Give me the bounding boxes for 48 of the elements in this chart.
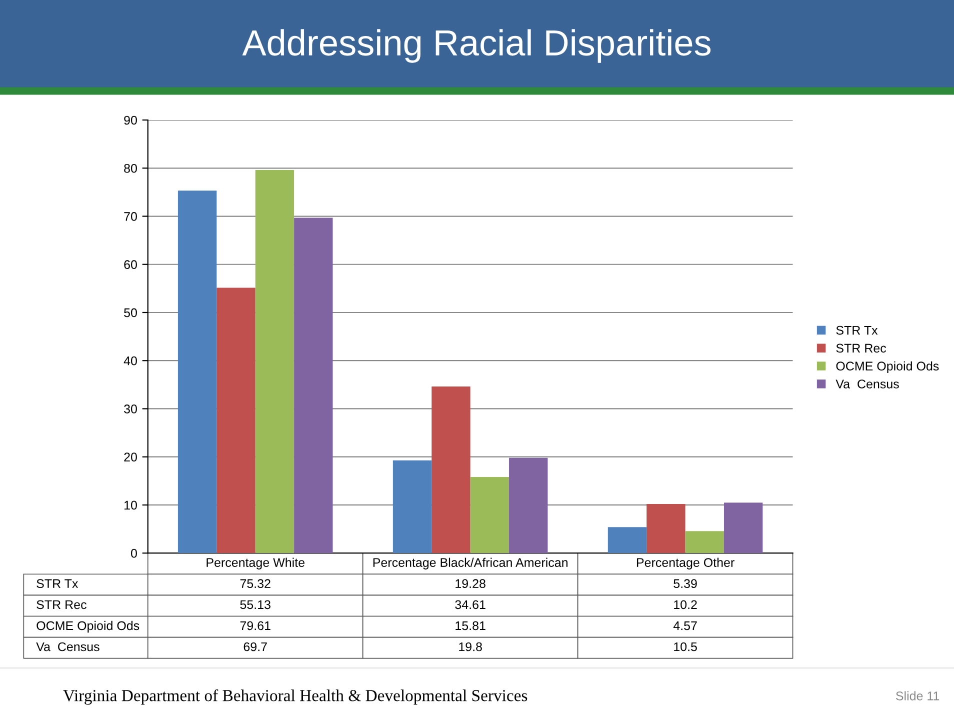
text: OCME Opioid Ods <box>36 620 140 633</box>
bar <box>255 170 294 554</box>
data-label: 4.57 <box>673 621 697 630</box>
data-label: 19.8 <box>459 642 482 652</box>
data-label: 75.32 <box>240 579 270 588</box>
x-tick-label: Percentage Other <box>636 558 734 570</box>
bar <box>216 288 256 554</box>
chart-title: Addressing Racial Disparities <box>242 29 711 63</box>
bar <box>294 218 333 554</box>
bar <box>392 460 432 554</box>
y-tick-label: 70 <box>124 212 137 221</box>
data-label: 79.61 <box>240 621 270 630</box>
text: Slide 11 <box>896 691 940 700</box>
data-label: 55.13 <box>240 600 270 610</box>
text: Virginia Department of Behavioral Health & Developmental Services <box>63 689 528 705</box>
bar <box>685 531 724 554</box>
data-label: 10.5 <box>674 642 697 652</box>
y-tick-label: 80 <box>124 164 137 173</box>
y-tick-label: 50 <box>124 308 137 318</box>
bar <box>470 477 510 554</box>
data-label: 15.81 <box>456 621 486 630</box>
bar <box>724 502 763 554</box>
x-tick-label: Percentage White <box>206 558 304 570</box>
y-tick-label: 10 <box>124 500 137 510</box>
bar <box>646 504 686 554</box>
legend-label: STR Rec <box>836 344 886 353</box>
y-tick-label: 60 <box>124 260 137 270</box>
data-label: 5.39 <box>674 579 697 588</box>
bar <box>432 386 470 554</box>
legend-label: OCME Opioid Ods <box>836 361 939 373</box>
y-tick-label: 20 <box>124 452 137 462</box>
y-tick-label: 0 <box>130 548 137 558</box>
bar <box>509 458 548 554</box>
data-label: 34.61 <box>455 600 486 610</box>
data-label: 69.7 <box>244 642 267 652</box>
legend-label: Va Census <box>836 380 899 388</box>
y-tick-label: 30 <box>124 404 137 414</box>
y-tick-label: 40 <box>124 356 137 366</box>
y-tick-label: 90 <box>124 116 137 125</box>
text: STR Rec <box>36 600 86 610</box>
text: STR Tx <box>36 579 78 588</box>
x-tick-label: Percentage Black/African American <box>373 558 568 570</box>
bar <box>608 527 647 554</box>
data-label: 19.28 <box>456 579 486 588</box>
legend-label: STR Tx <box>836 326 878 335</box>
bar <box>178 190 217 554</box>
text: Va Census <box>36 642 100 652</box>
data-label: 10.2 <box>674 600 697 610</box>
